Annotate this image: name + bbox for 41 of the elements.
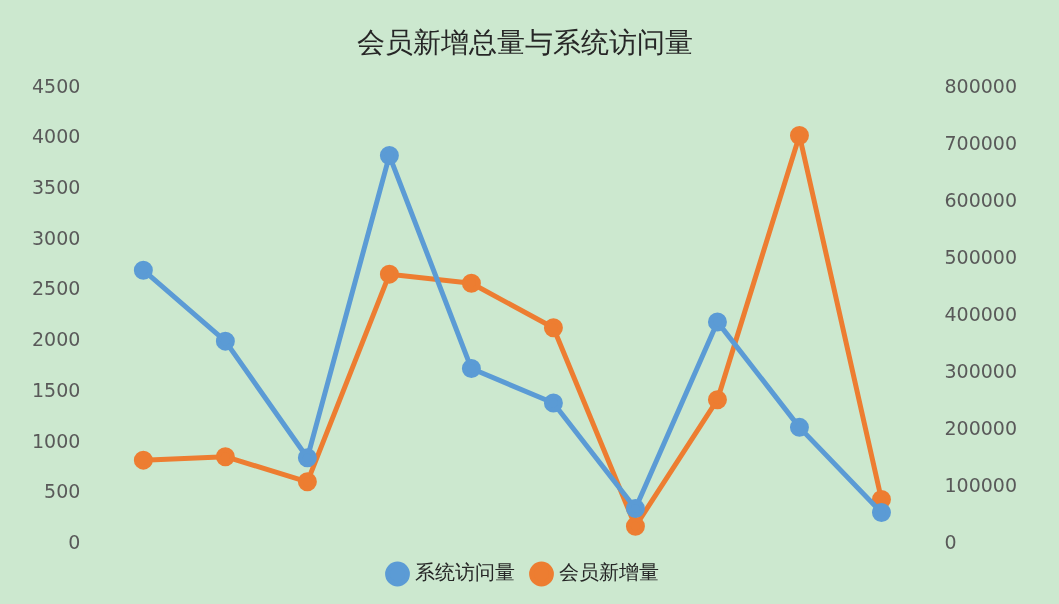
y2-tick-label: 400000	[944, 302, 1017, 325]
y-tick-label: 3000	[31, 226, 81, 249]
y-tick-label: 1000	[31, 429, 81, 452]
point	[625, 516, 645, 536]
point	[871, 503, 891, 523]
point	[543, 318, 563, 338]
y2-tick-label: 200000	[944, 416, 1017, 439]
legend-label: 会员新增量	[558, 560, 659, 585]
point	[707, 312, 727, 332]
y-tick-label: 4000	[31, 125, 81, 148]
point	[297, 448, 317, 468]
y2-tick-label: 700000	[944, 131, 1017, 154]
y2-tick-label: 800000	[944, 74, 1017, 97]
point	[543, 393, 563, 413]
y-tick-label: 2500	[31, 277, 81, 300]
y-tick-label: 4500	[31, 74, 81, 97]
point	[789, 126, 809, 146]
chart-title: 会员新增总量与系统访问量	[356, 26, 693, 60]
y2-tick-label: 0	[944, 530, 957, 553]
y-tick-label: 0	[68, 530, 81, 553]
point	[789, 417, 809, 437]
point	[297, 472, 317, 492]
point	[133, 260, 153, 280]
y-tick-label: 2000	[31, 328, 81, 351]
point	[379, 146, 399, 166]
point	[461, 273, 481, 293]
point	[215, 331, 235, 351]
y2-tick-label: 600000	[944, 188, 1017, 211]
y2-tick-label: 300000	[944, 359, 1017, 382]
y-tick-label: 500	[44, 480, 81, 503]
y-tick-label: 3500	[31, 175, 81, 198]
y2-tick-label: 500000	[944, 245, 1017, 268]
point	[215, 447, 235, 467]
point	[461, 359, 481, 379]
point	[133, 450, 153, 470]
y-tick-label: 1500	[31, 378, 81, 401]
point	[625, 499, 645, 518]
y2-tick-label: 100000	[944, 473, 1017, 496]
point	[707, 390, 727, 410]
point	[379, 264, 399, 284]
legend-label: 系统访问量	[414, 560, 515, 585]
